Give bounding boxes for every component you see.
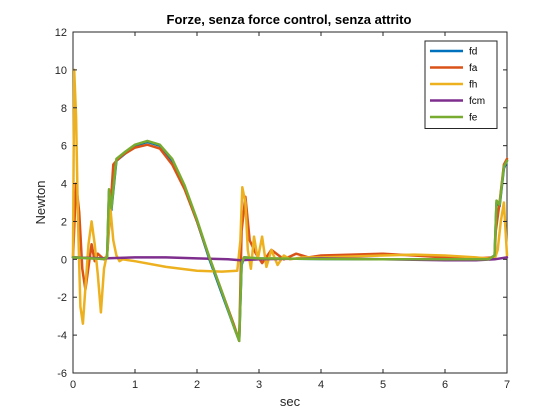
legend-entry-fh: fh (469, 80, 477, 91)
x-tick-label: 3 (256, 379, 262, 391)
y-tick-label: -6 (57, 368, 67, 380)
x-tick-label: 5 (380, 379, 386, 391)
y-tick-label: 6 (61, 141, 67, 153)
y-tick-label: 12 (55, 27, 67, 39)
legend-entry-fa: fa (469, 63, 478, 74)
y-tick-label: -2 (57, 292, 67, 304)
y-tick-label: 10 (55, 65, 67, 77)
series-line-fh (71, 68, 509, 325)
series-line-fe (71, 139, 509, 343)
y-tick-label: 8 (61, 103, 67, 115)
x-tick-label: 4 (318, 379, 324, 391)
y-tick-label: -4 (57, 330, 67, 342)
series-layer (71, 68, 509, 343)
x-tick-label: 1 (132, 379, 138, 391)
x-tick-label: 0 (70, 379, 76, 391)
y-tick-label: 4 (61, 179, 67, 191)
x-tick-label: 6 (442, 379, 448, 391)
y-tick-label: 0 (61, 254, 67, 266)
legend: fd fa fh fcm fe (424, 40, 498, 129)
legend-entry-fd: fd (469, 47, 477, 58)
chart-title: Forze, senza force control, senza attrit… (167, 12, 412, 27)
x-tick-label: 7 (504, 379, 510, 391)
y-axis-label: Newton (33, 180, 48, 224)
x-tick-label: 2 (194, 379, 200, 391)
x-axis-label: sec (280, 394, 301, 409)
y-tick-label: 2 (61, 216, 67, 228)
legend-entry-fe: fe (469, 113, 478, 124)
legend-entry-fcm: fcm (469, 96, 485, 107)
